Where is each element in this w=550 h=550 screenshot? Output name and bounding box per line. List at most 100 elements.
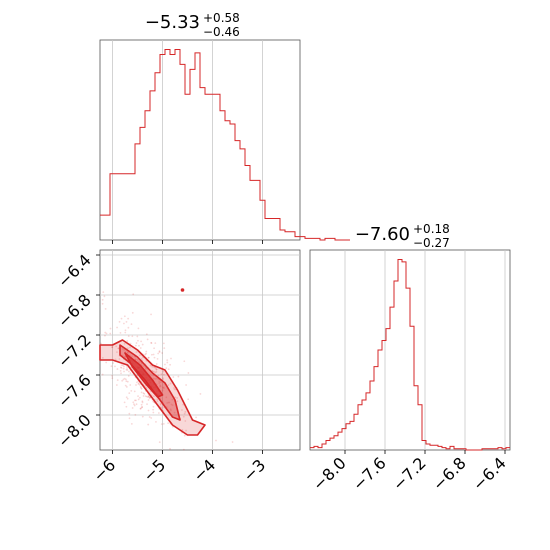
joint-sample-point bbox=[184, 411, 187, 413]
joint-sample-point bbox=[123, 365, 125, 368]
param2-tick-label: −8.0 bbox=[309, 453, 350, 494]
joint-sample-point bbox=[120, 364, 123, 367]
joint-density-scatter bbox=[100, 291, 234, 451]
joint-sample-point bbox=[147, 396, 150, 398]
joint-sample-point bbox=[138, 344, 140, 347]
joint-sample-point bbox=[171, 404, 174, 407]
param2-tick-label: −7.6 bbox=[349, 453, 390, 494]
joint-sample-point bbox=[158, 380, 161, 383]
joint-sample-point bbox=[150, 341, 153, 344]
joint-density-y-ticks: −6.4−6.8−7.2−7.6−8.0 bbox=[54, 250, 100, 451]
joint-sample-point bbox=[126, 340, 129, 342]
joint-sample-point bbox=[165, 367, 168, 370]
joint-sample-point bbox=[169, 382, 172, 385]
joint-sample-point bbox=[119, 331, 122, 334]
joint-density-contours bbox=[99, 288, 206, 436]
joint-sample-point bbox=[173, 387, 175, 389]
joint-sample-point bbox=[167, 401, 170, 404]
joint-sample-point bbox=[158, 382, 161, 385]
joint-sample-point bbox=[148, 397, 151, 400]
joint-sample-point bbox=[121, 348, 124, 350]
joint-sample-point bbox=[135, 403, 138, 406]
joint-sample-point bbox=[134, 413, 137, 416]
joint-sample-point bbox=[182, 448, 185, 451]
joint-sample-point bbox=[159, 402, 162, 405]
joint-sample-point bbox=[152, 408, 155, 411]
joint-sample-point bbox=[137, 327, 140, 330]
joint-sample-point bbox=[129, 342, 132, 345]
joint-sample-point bbox=[159, 385, 162, 388]
joint-sample-point bbox=[125, 386, 128, 388]
joint-sample-point bbox=[147, 423, 150, 426]
joint-sample-point bbox=[183, 434, 186, 437]
joint-sample-point bbox=[116, 351, 118, 354]
joint-sample-point bbox=[177, 375, 180, 378]
joint-sample-point bbox=[126, 347, 129, 350]
joint-sample-point bbox=[128, 392, 131, 395]
joint-sample-point bbox=[183, 412, 186, 415]
joint-sample-point bbox=[172, 376, 175, 378]
joint-sample-point bbox=[147, 399, 150, 401]
joint-sample-point bbox=[150, 353, 153, 356]
joint-sample-point bbox=[171, 398, 174, 401]
joint-sample-point bbox=[124, 329, 127, 332]
param2-tick-label: −6.8 bbox=[429, 453, 470, 494]
joint-sample-point bbox=[144, 395, 147, 398]
joint-sample-point bbox=[105, 332, 108, 335]
joint-sample-point bbox=[147, 356, 150, 359]
joint-sample-point bbox=[195, 416, 197, 419]
param1-title-plus: +0.58 bbox=[203, 11, 240, 25]
joint-sample-point bbox=[151, 365, 154, 368]
joint-sample-point bbox=[100, 342, 102, 345]
joint-sample-point bbox=[123, 322, 125, 325]
joint-sample-point bbox=[163, 347, 166, 350]
joint-sample-point bbox=[111, 377, 114, 379]
joint-sample-point bbox=[169, 408, 172, 411]
joint-sample-point bbox=[116, 368, 119, 370]
joint-sample-point bbox=[135, 384, 137, 386]
joint-sample-point bbox=[152, 411, 155, 414]
joint-sample-point bbox=[146, 338, 149, 341]
joint-sample-point bbox=[140, 387, 143, 390]
joint-sample-point bbox=[120, 366, 123, 369]
joint-sample-point bbox=[169, 447, 171, 450]
joint-sample-point bbox=[150, 313, 152, 316]
joint-sample-point bbox=[103, 295, 106, 298]
joint-sample-point bbox=[125, 380, 128, 383]
joint-sample-point bbox=[127, 326, 130, 329]
param2-title-minus: −0.27 bbox=[413, 236, 450, 250]
joint-sample-point bbox=[159, 403, 162, 406]
joint-y-tick-label: −7.2 bbox=[54, 330, 95, 371]
joint-sample-point bbox=[114, 365, 116, 368]
joint-x-tick-label: −5 bbox=[139, 455, 169, 485]
joint-sample-point bbox=[145, 350, 148, 353]
joint-sample-point bbox=[231, 441, 234, 443]
joint-sample-point bbox=[115, 384, 118, 386]
joint-sample-point bbox=[123, 401, 126, 404]
joint-sample-point bbox=[109, 327, 112, 330]
joint-y-tick-label: −6.4 bbox=[54, 250, 95, 291]
joint-sample-point bbox=[110, 365, 113, 368]
joint-sample-point bbox=[153, 395, 155, 398]
joint-sample-point bbox=[187, 372, 190, 374]
joint-sample-point bbox=[129, 372, 132, 375]
joint-sample-point bbox=[152, 405, 155, 408]
joint-sample-point bbox=[126, 351, 129, 354]
joint-sample-point bbox=[137, 361, 140, 363]
joint-x-tick-label: −4 bbox=[189, 455, 219, 485]
joint-sample-point bbox=[116, 326, 118, 329]
joint-sample-point bbox=[125, 320, 128, 323]
joint-sample-point bbox=[104, 334, 106, 337]
joint-sample-point bbox=[182, 403, 185, 406]
joint-sample-point bbox=[136, 335, 139, 338]
joint-sample-point bbox=[140, 386, 142, 389]
joint-sample-point bbox=[134, 344, 137, 347]
joint-sample-point bbox=[153, 347, 155, 350]
joint-sample-point bbox=[185, 429, 187, 432]
joint-sample-point bbox=[154, 378, 157, 380]
joint-sample-point bbox=[160, 373, 163, 376]
joint-sample-point bbox=[176, 397, 178, 399]
joint-sample-point bbox=[141, 406, 144, 408]
joint-sample-point bbox=[120, 317, 123, 320]
joint-sample-point bbox=[159, 384, 161, 387]
